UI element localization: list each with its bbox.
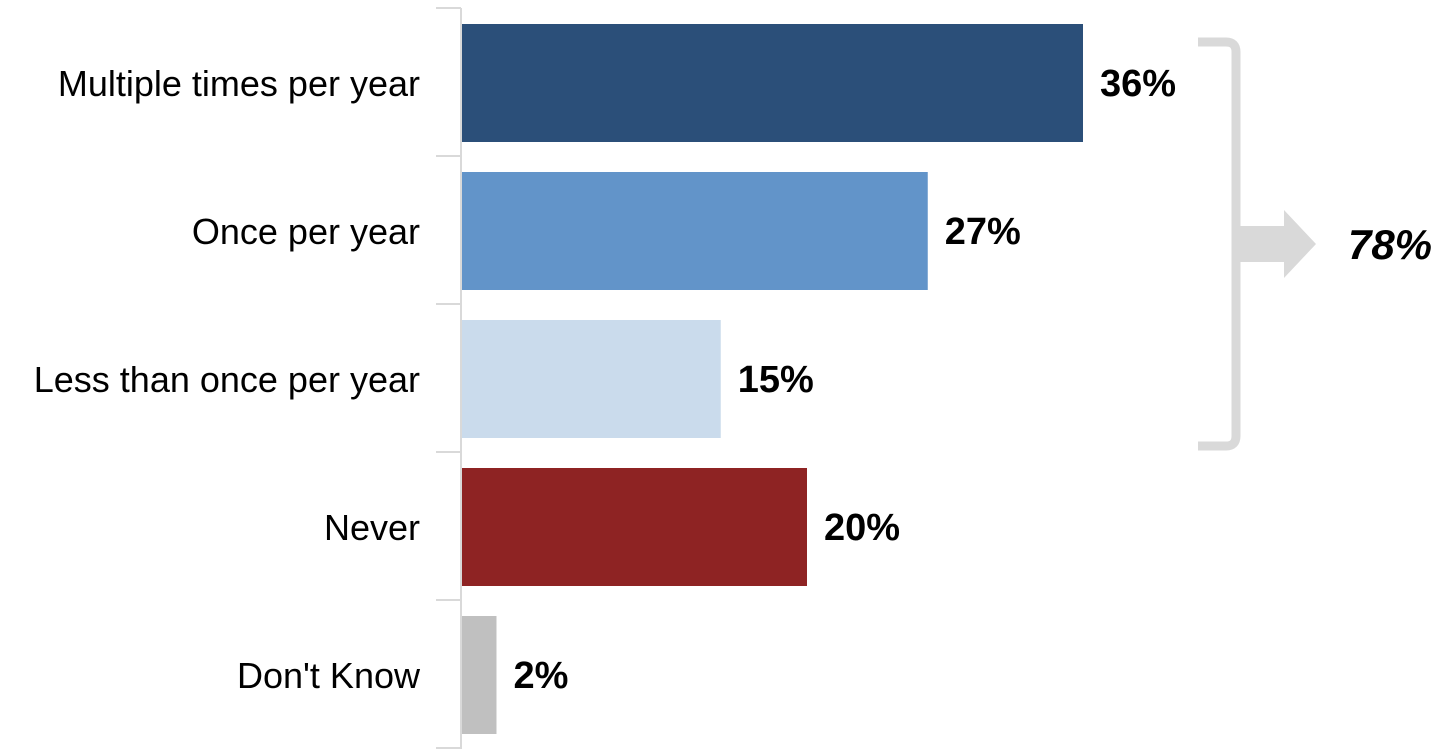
category-label-once-per-year: Once per year: [192, 211, 420, 252]
bar-once-per-year: [462, 172, 928, 290]
value-label-less-than-once-per-year: 15%: [738, 359, 814, 401]
value-label-never: 20%: [824, 507, 900, 549]
bar-multiple-times-per-year: [462, 24, 1083, 142]
bar-don-t-know: [462, 616, 497, 734]
value-labels: 36% 27% 15% 20% 2%: [514, 63, 1177, 697]
arrow-shape: [1236, 210, 1316, 278]
y-axis-ticks: [436, 7, 461, 749]
value-label-once-per-year: 27%: [945, 211, 1021, 253]
category-label-multiple-times-per-year: Multiple times per year: [58, 63, 420, 104]
bracket-shape: [1198, 37, 1241, 451]
total-label: 78%: [1348, 221, 1432, 268]
value-label-multiple-times-per-year: 36%: [1100, 63, 1176, 105]
category-label-less-than-once-per-year: Less than once per year: [34, 359, 420, 400]
value-label-don-t-know: 2%: [514, 655, 569, 697]
bar-never: [462, 468, 807, 586]
category-labels: Multiple times per year Once per year Less…: [34, 63, 421, 696]
bar-less-than-once-per-year: [462, 320, 721, 438]
category-label-never: Never: [324, 507, 420, 548]
total-bracket-annotation: 78%: [1198, 37, 1432, 451]
bars-group: [462, 24, 1083, 734]
category-label-don-t-know: Don't Know: [237, 655, 421, 696]
